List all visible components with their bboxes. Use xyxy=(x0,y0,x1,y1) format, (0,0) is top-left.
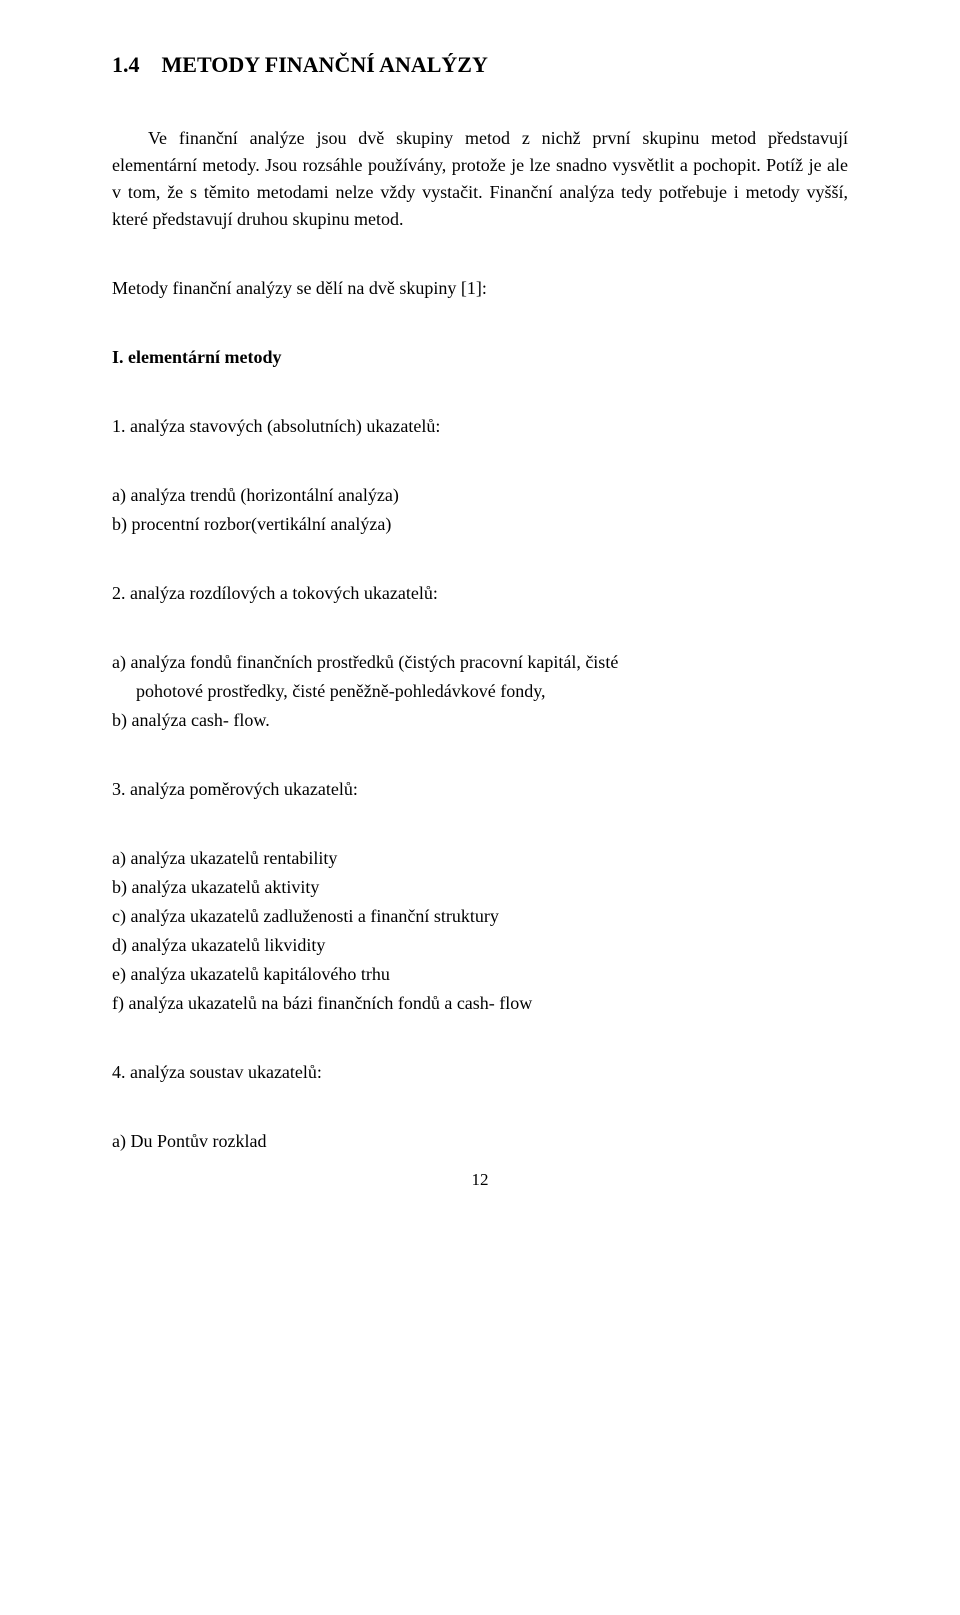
list-item: d) analýza ukazatelů likvidity xyxy=(112,932,848,959)
item-1-title: 1. analýza stavových (absolutních) ukaza… xyxy=(112,413,848,440)
item-4-title: 4. analýza soustav ukazatelů: xyxy=(112,1059,848,1086)
list-item: f) analýza ukazatelů na bázi finančních … xyxy=(112,990,848,1017)
item-1-subitems: a) analýza trendů (horizontální analýza)… xyxy=(112,482,848,538)
group-I-label: I. elementární metody xyxy=(112,344,848,371)
list-item: b) procentní rozbor(vertikální analýza) xyxy=(112,511,848,538)
list-item: a) analýza trendů (horizontální analýza) xyxy=(112,482,848,509)
item-4-subitems: a) Du Pontův rozklad xyxy=(112,1128,848,1155)
item-3-subitems: a) analýza ukazatelů rentability b) anal… xyxy=(112,845,848,1017)
list-item: a) analýza ukazatelů rentability xyxy=(112,845,848,872)
list-item: b) analýza ukazatelů aktivity xyxy=(112,874,848,901)
list-item: a) Du Pontův rozklad xyxy=(112,1128,848,1155)
list-item: c) analýza ukazatelů zadluženosti a fina… xyxy=(112,903,848,930)
methods-intro: Metody finanční analýzy se dělí na dvě s… xyxy=(112,275,848,302)
item-2-title: 2. analýza rozdílových a tokových ukazat… xyxy=(112,580,848,607)
intro-paragraph: Ve finanční analýze jsou dvě skupiny met… xyxy=(112,125,848,233)
intro-text: Ve finanční analýze jsou dvě skupiny met… xyxy=(112,128,848,229)
section-heading: 1.4 METODY FINANČNÍ ANALÝZY xyxy=(112,48,848,81)
list-item: e) analýza ukazatelů kapitálového trhu xyxy=(112,961,848,988)
list-item: a) analýza fondů finančních prostředků (… xyxy=(112,649,848,676)
list-item-continuation: pohotové prostředky, čisté peněžně-pohle… xyxy=(112,678,848,705)
item-2-subitems: a) analýza fondů finančních prostředků (… xyxy=(112,649,848,734)
section-number: 1.4 xyxy=(112,48,140,81)
list-item: b) analýza cash- flow. xyxy=(112,707,848,734)
section-title: METODY FINANČNÍ ANALÝZY xyxy=(162,52,488,77)
item-3-title: 3. analýza poměrových ukazatelů: xyxy=(112,776,848,803)
page-number: 12 xyxy=(112,1167,848,1193)
